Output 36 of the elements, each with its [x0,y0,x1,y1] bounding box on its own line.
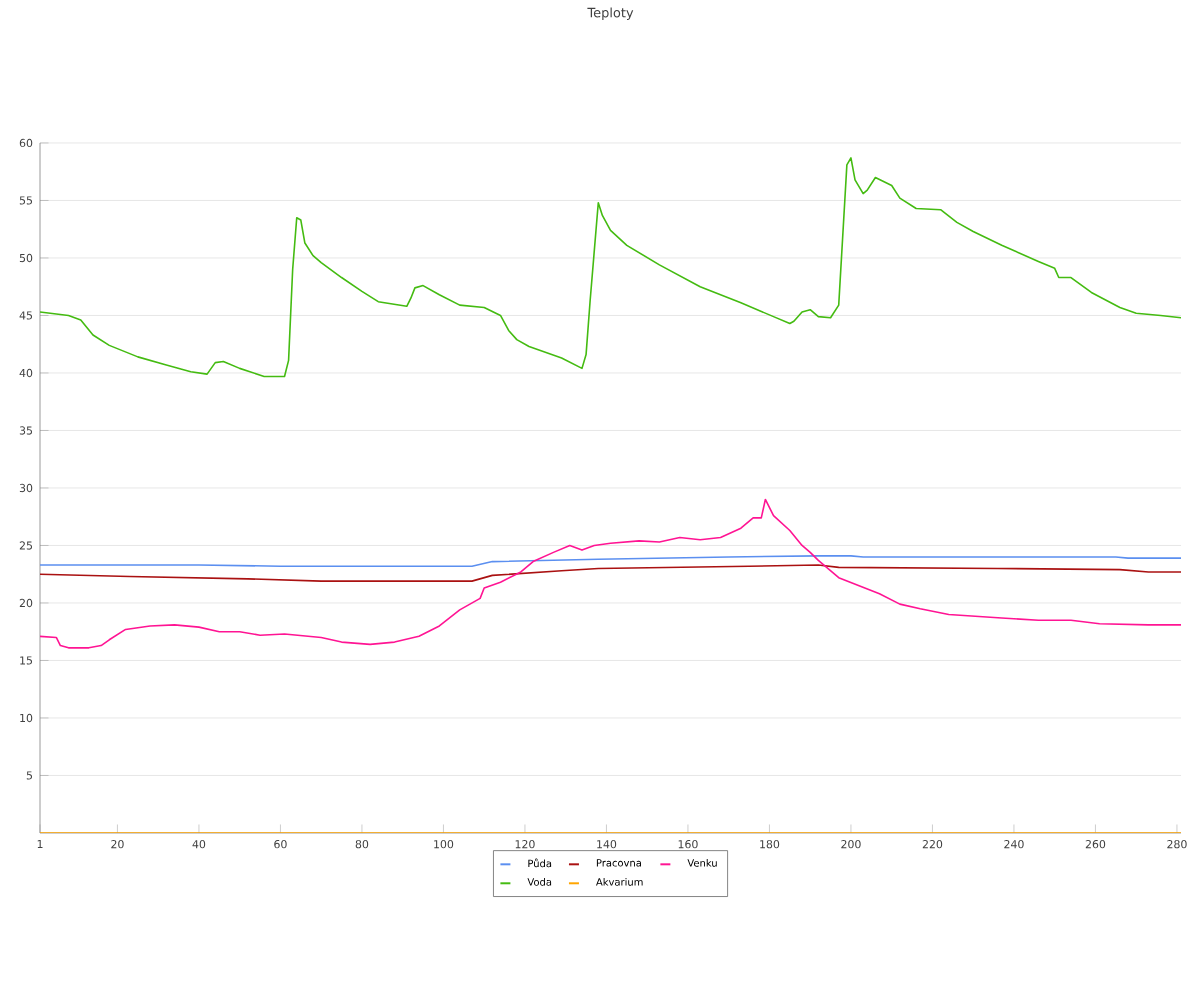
x-tick-label: 60 [274,840,287,849]
x-tick-label: 80 [355,840,369,849]
y-tick-label: 40 [19,368,33,378]
x-tick-label: 280 [1167,840,1187,849]
y-tick-label: 30 [19,483,33,493]
y-tick-label: 45 [19,311,33,320]
x-tick-label: 40 [192,840,206,849]
legend-label: Venku [687,859,717,867]
x-tick-label: 180 [760,840,780,849]
x-tick-label: 220 [922,840,943,849]
y-tick-label: 20 [19,598,33,608]
x-tick-label: 240 [1004,840,1024,849]
x-tick-label: 100 [434,840,454,849]
x-tick-label: 160 [678,840,698,849]
legend-label: Pracovna [596,859,641,867]
y-tick-label: 5 [26,771,33,780]
x-tick-label: 120 [515,840,535,849]
chart-title: Teploty [587,7,634,20]
legend-label: Voda [527,878,552,886]
x-tick-label: 260 [1085,840,1106,849]
line-series [40,564,1182,582]
y-tick-label: 35 [19,426,33,435]
y-tick-label: 60 [19,138,33,148]
x-tick-label: 20 [111,840,124,849]
y-tick-label: 10 [20,713,33,723]
line-series [40,157,1182,378]
y-tick-label: 55 [19,196,33,205]
line-series [40,498,1182,649]
y-tick-label: 50 [19,253,33,263]
x-tick-label: 200 [841,840,861,849]
legend-label: Akvarium [596,878,643,886]
legend-label: Půda [528,858,552,868]
y-tick-label: 15 [20,656,33,665]
x-tick-label: 1 [37,840,43,849]
y-tick-label: 25 [19,541,33,550]
x-tick-label: 140 [597,840,617,849]
